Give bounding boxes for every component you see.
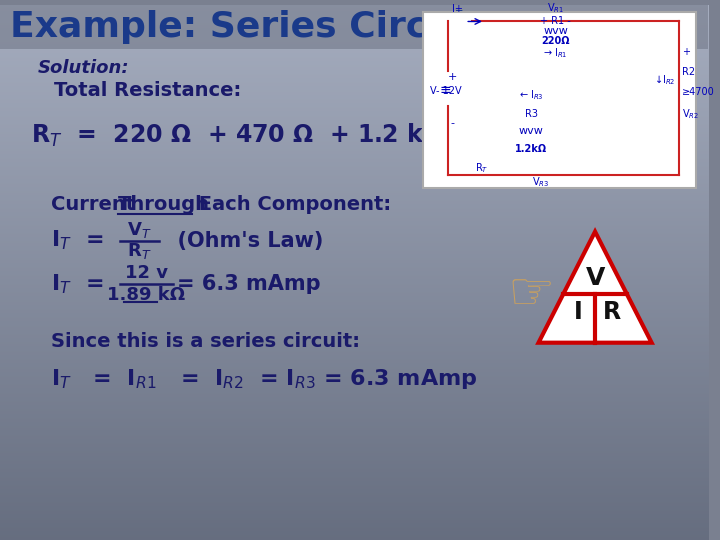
Text: ← I$_{R3}$: ← I$_{R3}$ — [518, 89, 544, 102]
Text: 12 v: 12 v — [125, 264, 168, 282]
Text: R$_T$  =  220 Ω  + 470 Ω  + 1.2 kΩ: R$_T$ = 220 Ω + 470 Ω + 1.2 kΩ — [32, 122, 444, 149]
Text: + R1 -: + R1 - — [540, 16, 571, 26]
Text: I$_T$  =: I$_T$ = — [51, 229, 106, 252]
Text: R: R — [603, 300, 621, 323]
Text: Since this is a series circuit:: Since this is a series circuit: — [51, 332, 360, 351]
Text: V$_{R2}$: V$_{R2}$ — [682, 107, 698, 120]
Text: R2: R2 — [682, 68, 695, 77]
Text: → I$_{R1}$: → I$_{R1}$ — [544, 46, 568, 60]
Text: V$_{R3}$: V$_{R3}$ — [532, 175, 549, 189]
Text: ↓I$_{R2}$: ↓I$_{R2}$ — [654, 73, 675, 87]
Text: +: + — [448, 72, 457, 82]
Text: R$_T$: R$_T$ — [475, 161, 489, 175]
Text: V: V — [585, 266, 605, 291]
Bar — [0, 5, 708, 49]
Text: I+: I+ — [452, 4, 464, 14]
Text: (Ohm's Law): (Ohm's Law) — [163, 231, 324, 251]
Text: V$_{R1}$: V$_{R1}$ — [547, 2, 564, 15]
Text: Example: Series Circuit: Example: Series Circuit — [10, 10, 482, 44]
Text: ≡: ≡ — [440, 83, 451, 97]
Polygon shape — [539, 232, 652, 343]
Text: Current: Current — [51, 195, 142, 214]
Text: I$_T$   =  I$_{R1}$   =  I$_{R2}$  = I$_{R3}$ = 6.3 mAmp: I$_T$ = I$_{R1}$ = I$_{R2}$ = I$_{R3}$ =… — [51, 367, 477, 392]
Text: I$_T$  =: I$_T$ = — [51, 272, 106, 296]
Text: = 6.3 mAmp: = 6.3 mAmp — [177, 274, 320, 294]
Text: ☞: ☞ — [508, 268, 554, 320]
Text: Total Resistance:: Total Resistance: — [54, 82, 241, 100]
Text: wvw: wvw — [518, 126, 544, 136]
Text: +: + — [682, 48, 690, 57]
Text: 1.89 kΩ: 1.89 kΩ — [107, 286, 186, 304]
Text: V$_T$: V$_T$ — [127, 220, 152, 240]
Text: V- 12V: V- 12V — [430, 86, 462, 96]
Text: 1.2kΩ: 1.2kΩ — [515, 144, 547, 154]
Text: -: - — [451, 118, 454, 128]
Text: wvw: wvw — [544, 26, 568, 36]
Text: Solution:: Solution: — [37, 59, 129, 77]
Text: R$_T$: R$_T$ — [127, 241, 152, 261]
Text: Each Component:: Each Component: — [192, 195, 391, 214]
Text: ≥4700: ≥4700 — [682, 87, 714, 97]
Bar — [423, 11, 696, 188]
Text: Through: Through — [118, 195, 210, 214]
Text: R3: R3 — [525, 109, 538, 119]
Text: 220Ω: 220Ω — [541, 36, 570, 46]
Text: I: I — [574, 300, 582, 323]
